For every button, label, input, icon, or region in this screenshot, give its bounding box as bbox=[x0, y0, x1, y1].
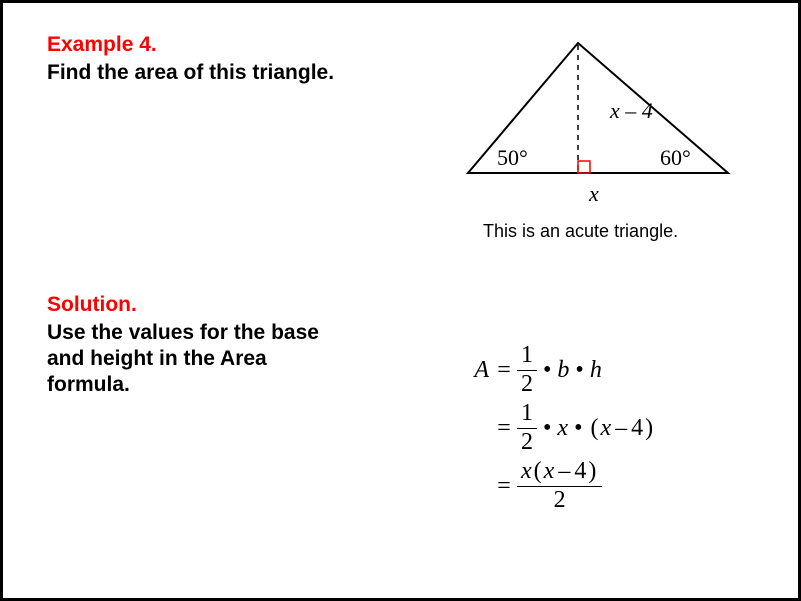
paren-close-2: ) bbox=[643, 415, 655, 442]
fn-open: ( bbox=[532, 458, 544, 484]
equation-row-1: A = 1 2 • b • h bbox=[453, 343, 655, 397]
eq-lhs: A bbox=[453, 357, 495, 384]
eq-equals-2: = bbox=[495, 415, 513, 442]
frac-half-2: 1 2 bbox=[517, 401, 537, 454]
fn-4: 4 bbox=[574, 458, 586, 484]
example-heading: Example 4. bbox=[47, 33, 157, 57]
dot-1b: • bbox=[569, 357, 589, 384]
expr-x-2: x bbox=[600, 415, 611, 442]
solution-prompt-l3: formula. bbox=[47, 371, 130, 398]
eq-rhs-3: x(x–4) 2 bbox=[513, 459, 602, 512]
angle-left-label: 50° bbox=[497, 145, 528, 170]
page-frame: Example 4. Find the area of this triangl… bbox=[0, 0, 801, 601]
height-label: x – 4 bbox=[609, 98, 653, 123]
eq-rhs-1: 1 2 • b • h bbox=[513, 343, 602, 396]
triangle-svg: 50° 60° x – 4 x bbox=[433, 33, 763, 213]
fn-x: x bbox=[521, 458, 532, 484]
solution-prompt-l1: Use the values for the base bbox=[47, 319, 319, 346]
equation-block: A = 1 2 • b • h = 1 2 bbox=[453, 343, 655, 517]
equation-row-2: = 1 2 • x • ( x – 4 ) bbox=[453, 401, 655, 455]
var-h: h bbox=[590, 357, 602, 384]
eq-rhs-2: 1 2 • x • ( x – 4 ) bbox=[513, 401, 655, 454]
equation-row-3: = x(x–4) 2 bbox=[453, 459, 655, 513]
fn-close: ) bbox=[586, 458, 598, 484]
angle-right-label: 60° bbox=[660, 145, 691, 170]
frac-final-num: x(x–4) bbox=[517, 459, 602, 484]
dot-2b: • bbox=[568, 415, 588, 442]
minus-2: – bbox=[611, 415, 631, 442]
base-label: x bbox=[588, 181, 599, 206]
frac-half-1: 1 2 bbox=[517, 343, 537, 396]
var-x-2: x bbox=[557, 415, 568, 442]
eq-equals-1: = bbox=[495, 357, 513, 384]
frac-den-2: 2 bbox=[517, 430, 537, 455]
paren-open-2: ( bbox=[588, 415, 600, 442]
frac-num-2: 1 bbox=[517, 401, 537, 426]
solution-heading: Solution. bbox=[47, 293, 137, 317]
frac-den: 2 bbox=[517, 372, 537, 397]
expr-4-2: 4 bbox=[631, 415, 643, 442]
dot-1a: • bbox=[537, 357, 557, 384]
var-b: b bbox=[557, 357, 569, 384]
figure-caption: This is an acute triangle. bbox=[483, 221, 678, 242]
frac-num: 1 bbox=[517, 343, 537, 368]
fn-x2: x bbox=[544, 458, 555, 484]
dot-2a: • bbox=[537, 415, 557, 442]
example-prompt: Find the area of this triangle. bbox=[47, 59, 334, 86]
fn-minus: – bbox=[554, 458, 574, 484]
eq-equals-3: = bbox=[495, 473, 513, 500]
solution-prompt-l2: and height in the Area bbox=[47, 345, 267, 372]
frac-final-den: 2 bbox=[550, 488, 570, 513]
triangle-diagram: 50° 60° x – 4 x bbox=[433, 33, 763, 213]
frac-final: x(x–4) 2 bbox=[517, 459, 602, 512]
